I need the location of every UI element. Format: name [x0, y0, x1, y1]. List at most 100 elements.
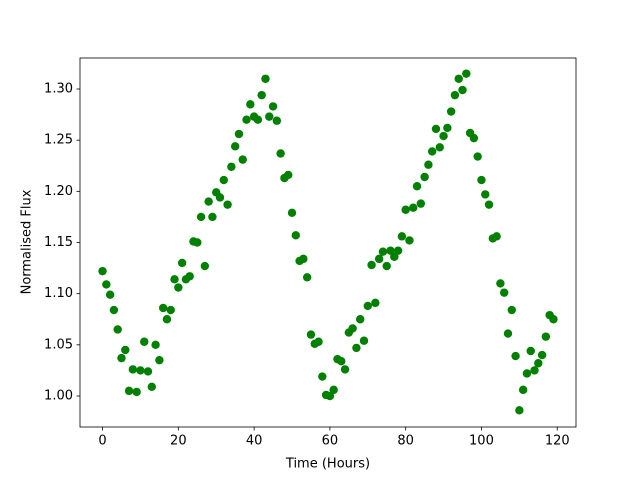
data-point	[537, 350, 547, 360]
data-point	[105, 290, 115, 299]
data-point	[109, 305, 119, 315]
y-tick-label: 1.15	[44, 235, 73, 250]
data-point	[534, 359, 543, 368]
data-point	[435, 143, 444, 152]
data-point	[378, 247, 388, 256]
data-point	[276, 149, 285, 158]
data-point	[128, 365, 138, 374]
data-point	[515, 406, 524, 415]
x-tick-label: 80	[397, 434, 414, 449]
data-point	[196, 212, 206, 222]
x-axis-label: Time (Hours)	[285, 457, 370, 472]
data-point	[541, 332, 551, 341]
y-axis-label: Normalised Flux	[20, 189, 35, 294]
data-point	[443, 123, 452, 133]
data-point	[147, 382, 157, 391]
y-tick-label: 1.20	[44, 184, 73, 199]
data-point	[549, 315, 558, 324]
x-tick-label: 0	[98, 434, 106, 449]
data-point	[318, 372, 327, 381]
data-point	[257, 90, 266, 100]
data-point	[412, 182, 422, 191]
y-tick-label: 1.10	[44, 286, 73, 301]
data-point	[409, 203, 418, 212]
data-point	[473, 152, 482, 161]
data-point	[329, 385, 338, 395]
data-point	[356, 315, 365, 324]
data-point	[193, 238, 202, 247]
data-point	[215, 193, 225, 202]
data-point	[242, 115, 251, 124]
data-point	[162, 315, 172, 324]
data-point	[484, 200, 494, 209]
data-point	[234, 129, 244, 139]
data-point	[151, 340, 160, 350]
data-point	[98, 266, 107, 276]
data-point	[420, 172, 429, 182]
data-point	[469, 133, 479, 143]
data-point	[337, 357, 346, 366]
data-point	[507, 305, 516, 315]
data-point	[450, 90, 460, 100]
plot-frame	[79, 57, 577, 428]
data-point	[306, 330, 316, 339]
data-point	[291, 231, 300, 240]
data-point	[268, 102, 278, 111]
data-point	[393, 246, 403, 255]
data-point	[492, 232, 501, 241]
data-point	[208, 212, 217, 222]
data-point	[121, 345, 130, 355]
data-point	[390, 252, 399, 262]
y-tick-label: 1.05	[44, 337, 73, 352]
data-point	[424, 160, 433, 169]
data-point	[287, 208, 297, 218]
data-point	[518, 385, 528, 395]
data-point	[223, 200, 232, 209]
data-point	[314, 337, 323, 346]
data-point	[511, 351, 520, 361]
data-point	[265, 112, 274, 121]
x-tick-label: 60	[322, 434, 339, 449]
data-point	[401, 205, 410, 214]
data-point	[238, 155, 247, 164]
data-point	[397, 232, 407, 241]
data-point	[177, 258, 187, 268]
data-point	[158, 303, 168, 313]
data-point	[416, 199, 426, 208]
data-point	[481, 190, 490, 199]
data-point	[477, 175, 486, 185]
data-point	[352, 343, 361, 353]
data-point	[462, 69, 471, 78]
x-tick-label: 20	[170, 434, 187, 449]
data-point	[284, 170, 293, 180]
data-point	[124, 386, 134, 396]
data-point	[325, 391, 335, 401]
data-point	[219, 175, 228, 185]
data-point	[117, 353, 126, 363]
data-point	[155, 355, 164, 365]
data-point	[503, 329, 513, 338]
data-point	[185, 272, 194, 281]
data-point	[302, 273, 312, 282]
y-tick-label: 1.30	[44, 82, 73, 97]
data-point	[246, 100, 255, 109]
data-point	[386, 246, 395, 255]
data-point	[174, 283, 183, 292]
x-tick-label: 100	[469, 434, 494, 449]
data-point	[363, 301, 372, 311]
data-point	[530, 366, 539, 375]
data-point	[227, 162, 236, 171]
data-point	[166, 305, 175, 315]
data-point	[359, 336, 369, 345]
data-point	[204, 197, 213, 206]
x-tick-label: 120	[545, 434, 570, 449]
data-point	[136, 366, 145, 375]
data-point	[526, 346, 535, 356]
data-point	[496, 279, 505, 288]
data-point	[230, 142, 240, 151]
data-point	[458, 85, 467, 95]
data-point	[140, 337, 149, 346]
data-point	[522, 369, 532, 378]
data-point	[454, 74, 463, 83]
